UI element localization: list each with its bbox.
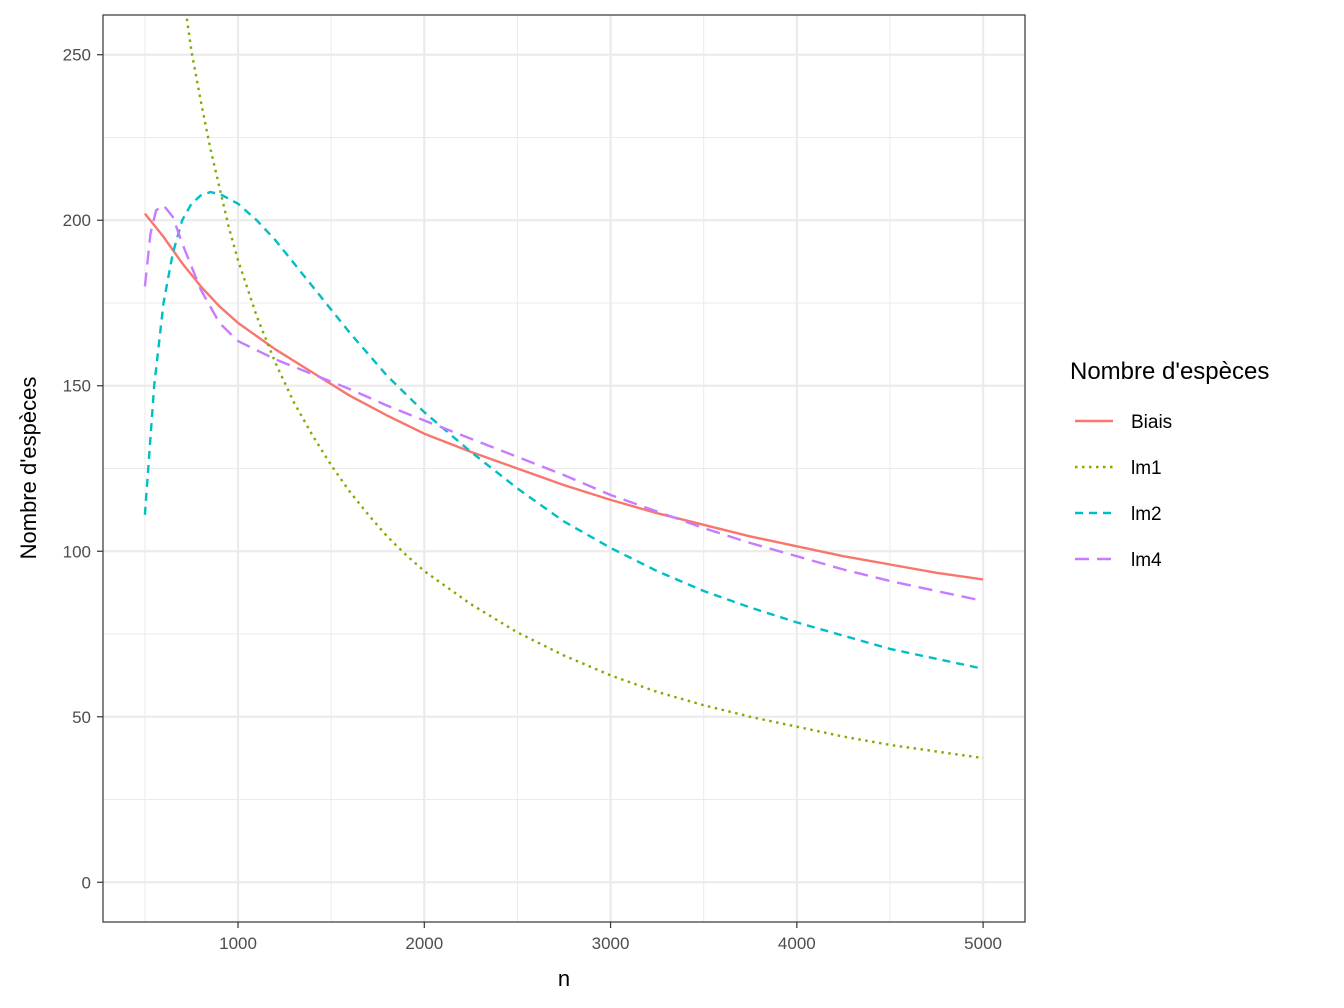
- y-tick-label: 50: [72, 708, 91, 727]
- x-tick-label: 3000: [592, 934, 630, 953]
- legend-title: Nombre d'espèces: [1070, 358, 1269, 385]
- x-axis-title: n: [558, 966, 570, 991]
- legend-label-lm2: lm2: [1131, 504, 1162, 525]
- y-tick-label: 200: [63, 211, 91, 230]
- y-axis-title: Nombre d'espèces: [16, 377, 41, 560]
- series-line-lm2: [143, 190, 984, 670]
- x-tick-label: 5000: [964, 934, 1002, 953]
- legend-label-lm4: lm4: [1131, 550, 1162, 571]
- series-line-lm4: [143, 204, 984, 603]
- legend-label-biais: Biais: [1131, 412, 1172, 433]
- y-tick-label: 0: [82, 873, 91, 892]
- grid: [103, 15, 1025, 922]
- plot-border: [102, 14, 1026, 923]
- series-lines: [143, 15, 984, 760]
- legend-items: Biais lm1 lm2 lm4: [1075, 412, 1172, 571]
- axes: 1000 2000 3000 4000 5000 0 50 100 150 200 250: [63, 46, 1002, 953]
- x-tick-label: 1000: [219, 934, 257, 953]
- legend-label-lm1: lm1: [1131, 458, 1162, 479]
- series-line-biais: [143, 212, 984, 581]
- legend: Nombre d'espèces Biais lm1 lm2 lm4: [1070, 358, 1269, 571]
- y-tick-label: 250: [63, 46, 91, 65]
- y-tick-label: 100: [63, 542, 91, 561]
- x-tick-label: 2000: [405, 934, 443, 953]
- x-tick-label: 4000: [778, 934, 816, 953]
- y-tick-label: 150: [63, 377, 91, 396]
